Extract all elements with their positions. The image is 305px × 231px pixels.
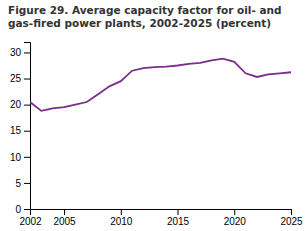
y-tick-mark bbox=[24, 52, 30, 53]
y-tick: 20 bbox=[10, 99, 30, 110]
y-tick-label: 25 bbox=[10, 73, 22, 84]
x-tick-mark bbox=[291, 209, 292, 215]
y-tick-label: 0 bbox=[15, 204, 21, 215]
y-tick-mark bbox=[24, 157, 30, 158]
y-tick: 10 bbox=[10, 152, 30, 163]
y-tick-label: 5 bbox=[15, 178, 21, 189]
x-tick-mark bbox=[234, 209, 235, 215]
y-tick-mark bbox=[24, 79, 30, 80]
x-axis-line bbox=[31, 210, 292, 216]
x-tick-mark bbox=[121, 209, 122, 215]
x-tick-mark bbox=[64, 209, 65, 215]
y-tick-label: 30 bbox=[10, 47, 22, 58]
x-tick-mark bbox=[178, 209, 179, 215]
data-line bbox=[30, 59, 291, 111]
y-tick-mark bbox=[24, 105, 30, 106]
plot-area: 200220052010201520202025051015202530 bbox=[10, 43, 303, 228]
y-tick: 5 bbox=[15, 178, 30, 189]
y-tick: 0 bbox=[15, 204, 30, 215]
x-tick-label: 2010 bbox=[110, 216, 133, 227]
x-tick-label: 2015 bbox=[167, 216, 190, 227]
y-tick-mark bbox=[24, 209, 30, 210]
x-tick-label: 2002 bbox=[19, 216, 42, 227]
y-tick: 15 bbox=[10, 125, 30, 136]
x-axis: 2002 2005 2010 2015 2020 2025 bbox=[19, 209, 303, 227]
x-tick-label: 2020 bbox=[224, 216, 247, 227]
y-tick-label: 15 bbox=[10, 125, 22, 136]
y-tick: 30 bbox=[10, 47, 30, 58]
marks bbox=[30, 59, 291, 111]
y-axis-line bbox=[24, 43, 31, 210]
y-tick-label: 20 bbox=[10, 99, 22, 110]
chart-svg: Figure 29. Average capacity factor for o… bbox=[0, 0, 305, 231]
y-tick-mark bbox=[24, 183, 30, 184]
x-tick: 2025 bbox=[280, 209, 303, 227]
x-tick: 2020 bbox=[224, 209, 247, 227]
chart-container: Figure 29. Average capacity factor for o… bbox=[0, 0, 305, 231]
y-tick: 25 bbox=[10, 73, 30, 84]
y-tick-label: 10 bbox=[10, 152, 22, 163]
x-tick: 2010 bbox=[110, 209, 133, 227]
x-tick: 2015 bbox=[167, 209, 190, 227]
x-tick-label: 2025 bbox=[280, 216, 303, 227]
title: Figure 29. Average capacity factor for o… bbox=[8, 4, 282, 29]
x-tick: 2002 bbox=[19, 209, 42, 227]
y-axis: 0 5 10 15 20 25 30 bbox=[10, 43, 31, 215]
x-tick: 2005 bbox=[53, 209, 76, 227]
y-tick-mark bbox=[24, 131, 30, 132]
x-tick-label: 2005 bbox=[53, 216, 76, 227]
